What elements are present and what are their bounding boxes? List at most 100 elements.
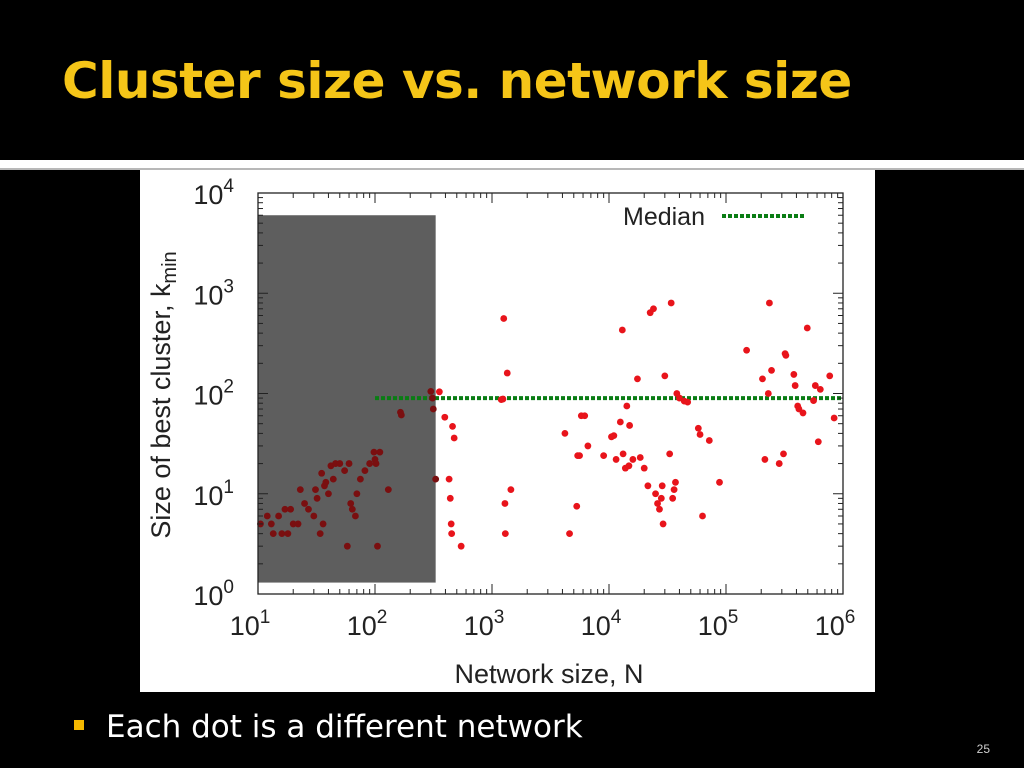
data-point-129 [811,382,819,389]
data-point-56 [450,434,458,442]
data-point-49 [435,388,443,396]
data-point-106 [684,398,692,406]
title-bar [0,0,1024,160]
data-point-28 [343,542,351,550]
data-point-44 [397,411,405,419]
data-point-109 [699,512,706,520]
x-tick-label-0: 101 [230,607,271,641]
data-point-35 [361,467,369,475]
x-tick-label-5-base: 10 [815,611,845,641]
data-point-61 [501,500,509,507]
data-point-40 [374,542,381,550]
x-tick-label-1-base: 10 [347,611,377,641]
data-point-86 [636,454,644,461]
data-point-115 [764,390,772,397]
x-tick-label-0-exponent: 1 [260,607,271,628]
chart-panel: 101 102 103 104 105 106 100 101 102 103 104 Networ… [140,170,875,692]
data-point-1 [263,512,271,520]
y-tick-label-3-base: 10 [193,280,223,310]
data-point-123 [791,382,799,389]
data-point-82 [625,462,633,470]
data-point-111 [716,478,723,486]
y-tick-label-3: 103 [193,276,234,310]
data-point-87 [640,464,648,472]
data-point-33 [353,490,361,498]
data-point-112 [743,346,751,354]
data-point-14 [310,512,318,520]
x-tick-label-1: 102 [347,607,388,641]
data-point-32 [352,512,359,520]
data-point-113 [759,375,766,383]
y-tick-label-1-base: 10 [193,481,223,511]
data-point-98 [666,450,674,458]
data-point-81 [623,402,631,410]
shaded-region [258,215,436,583]
data-point-39 [372,460,380,467]
y-tick-label-4-base: 10 [193,180,223,210]
legend-label-median: Median [623,203,705,231]
data-point-100 [669,494,677,502]
data-point-69 [576,452,583,460]
y-tick-label-4-exponent: 4 [223,176,234,197]
data-point-126 [799,409,807,417]
data-point-72 [584,442,592,450]
data-point-21 [322,478,330,486]
y-tick-label-1: 101 [193,477,234,511]
x-tick-label-4: 105 [698,607,739,641]
data-point-3 [269,530,277,538]
data-point-54 [448,530,456,538]
data-point-55 [449,422,456,430]
data-point-22 [325,490,332,498]
x-tick-label-5-exponent: 6 [845,607,856,628]
data-point-110 [705,437,713,444]
y-tick-label-0-exponent: 0 [223,577,234,598]
data-point-131 [816,385,824,393]
data-point-117 [768,366,775,374]
data-point-84 [629,456,637,463]
x-axis-label: Network size, N [454,659,643,689]
data-point-67 [573,502,581,510]
data-point-57 [457,542,465,550]
data-point-78 [618,326,626,334]
data-point-75 [610,432,618,440]
data-point-99 [667,299,675,307]
title-divider-shadow [0,168,1024,170]
data-point-12 [301,500,308,507]
x-tick-label-5: 106 [815,607,856,641]
data-point-30 [347,500,355,507]
data-point-91 [652,490,659,498]
data-point-62 [501,530,509,538]
data-point-8 [287,505,295,513]
data-point-29 [345,460,353,467]
y-tick-label-2-exponent: 2 [223,377,234,398]
data-point-37 [370,448,378,456]
data-point-48 [432,475,440,483]
data-point-17 [316,530,324,538]
data-point-118 [775,460,783,467]
data-point-63 [503,369,511,377]
data-point-121 [782,351,790,359]
data-point-114 [761,456,769,463]
data-point-83 [626,422,634,429]
page-number: 25 [976,742,990,756]
data-point-71 [581,412,589,420]
data-point-88 [644,482,652,490]
x-tick-label-2-base: 10 [464,611,494,641]
data-point-96 [659,520,667,528]
data-point-93 [656,505,663,513]
data-point-9 [289,520,297,528]
x-tick-label-2: 103 [464,607,505,641]
data-point-45 [427,387,435,395]
data-point-92 [654,500,661,507]
x-tick-label-0-base: 10 [230,611,260,641]
data-point-101 [670,486,678,494]
data-point-11 [296,486,304,494]
data-point-60 [500,315,508,322]
data-point-79 [619,450,627,458]
data-point-50 [441,413,449,421]
data-point-46 [429,394,436,402]
data-point-19 [319,520,327,528]
data-point-128 [810,397,817,404]
data-point-16 [313,494,321,502]
